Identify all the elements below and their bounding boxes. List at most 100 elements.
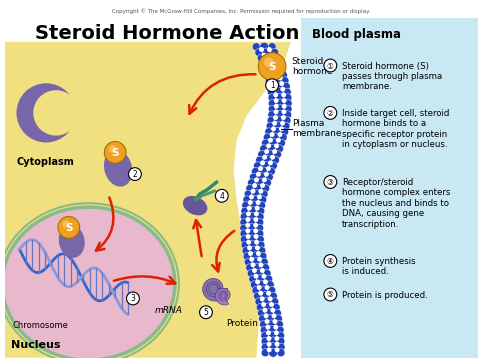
Circle shape: [246, 217, 251, 222]
Circle shape: [258, 202, 265, 210]
Circle shape: [256, 219, 264, 226]
Circle shape: [266, 314, 275, 323]
Circle shape: [259, 167, 268, 176]
Circle shape: [255, 178, 264, 187]
Circle shape: [248, 235, 257, 244]
Circle shape: [272, 58, 277, 63]
Circle shape: [283, 117, 291, 124]
Text: Inside target cell, steroid
hormone binds to a
specific receptor protein
in cyto: Inside target cell, steroid hormone bind…: [342, 109, 450, 149]
Circle shape: [282, 98, 287, 103]
Circle shape: [274, 104, 279, 109]
Circle shape: [252, 183, 257, 188]
Circle shape: [270, 75, 275, 80]
Circle shape: [267, 117, 275, 124]
Circle shape: [247, 246, 252, 250]
Circle shape: [280, 87, 285, 92]
Circle shape: [281, 93, 286, 97]
Circle shape: [256, 230, 264, 238]
Text: S: S: [111, 148, 119, 158]
Ellipse shape: [183, 196, 207, 215]
Text: Protein is produced.: Protein is produced.: [342, 291, 428, 300]
Circle shape: [258, 262, 264, 267]
Circle shape: [258, 166, 263, 171]
Circle shape: [264, 134, 271, 141]
Circle shape: [324, 107, 337, 119]
Circle shape: [242, 202, 250, 210]
Circle shape: [270, 155, 275, 160]
Circle shape: [263, 269, 271, 277]
Circle shape: [243, 252, 251, 260]
Circle shape: [246, 184, 254, 192]
Circle shape: [271, 133, 280, 142]
Circle shape: [256, 200, 261, 205]
Circle shape: [276, 70, 281, 75]
Circle shape: [270, 132, 275, 137]
Circle shape: [276, 110, 284, 119]
Circle shape: [261, 343, 269, 351]
Circle shape: [267, 167, 275, 175]
Text: 4: 4: [219, 192, 224, 201]
Circle shape: [273, 319, 277, 324]
Circle shape: [281, 115, 286, 120]
Circle shape: [279, 134, 287, 141]
Circle shape: [249, 201, 258, 210]
Circle shape: [253, 184, 262, 193]
Circle shape: [269, 292, 277, 300]
Circle shape: [279, 81, 284, 86]
Circle shape: [264, 58, 269, 63]
Circle shape: [274, 309, 281, 317]
Circle shape: [257, 54, 265, 62]
Circle shape: [259, 47, 264, 52]
Circle shape: [268, 111, 276, 119]
Circle shape: [269, 337, 277, 346]
Circle shape: [284, 99, 292, 107]
Text: S: S: [268, 63, 276, 72]
Circle shape: [324, 59, 337, 72]
Circle shape: [240, 230, 248, 238]
Circle shape: [247, 269, 255, 277]
Circle shape: [258, 53, 286, 80]
Circle shape: [249, 240, 257, 249]
Text: 3: 3: [131, 294, 135, 303]
Circle shape: [268, 138, 273, 143]
Circle shape: [272, 313, 276, 318]
Text: Plasma
membrane: Plasma membrane: [292, 119, 341, 138]
Circle shape: [271, 126, 276, 131]
Circle shape: [240, 213, 248, 221]
Circle shape: [246, 240, 251, 245]
Circle shape: [273, 325, 278, 330]
Circle shape: [267, 47, 272, 52]
Circle shape: [268, 331, 277, 340]
Circle shape: [256, 156, 264, 164]
Circle shape: [276, 105, 285, 113]
Circle shape: [274, 109, 278, 114]
Circle shape: [262, 155, 267, 160]
Circle shape: [260, 190, 268, 198]
Circle shape: [244, 190, 252, 198]
Circle shape: [265, 173, 273, 181]
Text: Copyright © The McGraw-Hill Companies, Inc. Permission required for reproduction: Copyright © The McGraw-Hill Companies, I…: [112, 8, 371, 14]
Circle shape: [281, 77, 289, 85]
Circle shape: [275, 87, 284, 96]
Circle shape: [273, 93, 278, 97]
Circle shape: [256, 235, 264, 243]
Circle shape: [251, 195, 259, 204]
Circle shape: [260, 268, 265, 273]
Circle shape: [260, 42, 269, 51]
Circle shape: [254, 240, 259, 245]
Circle shape: [260, 60, 267, 68]
Text: S: S: [65, 223, 72, 233]
Circle shape: [16, 83, 76, 143]
Circle shape: [275, 342, 279, 347]
Circle shape: [268, 287, 276, 294]
Circle shape: [267, 88, 276, 96]
Circle shape: [253, 217, 258, 222]
Circle shape: [264, 313, 268, 318]
Circle shape: [251, 262, 255, 267]
Circle shape: [240, 219, 248, 226]
Circle shape: [276, 93, 284, 102]
Circle shape: [282, 82, 290, 90]
Circle shape: [273, 87, 277, 92]
Circle shape: [33, 90, 79, 136]
Circle shape: [260, 258, 268, 266]
